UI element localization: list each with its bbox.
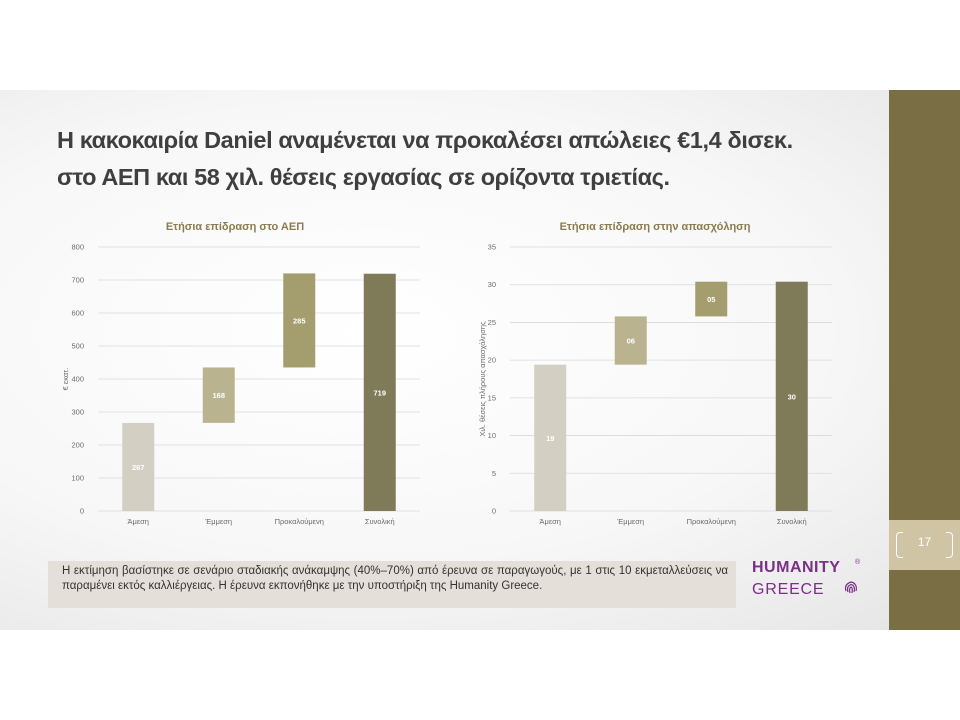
x-tick-label: Άμεση: [540, 517, 561, 526]
methodology-note: Η εκτίμηση βασίστηκε σε σενάριο σταδιακή…: [48, 561, 736, 608]
bar-data-label: 719: [373, 388, 386, 397]
page-number-box: 17: [889, 520, 960, 570]
x-tick-label: Συνολική: [365, 517, 395, 526]
bar-data-label: 05: [707, 295, 715, 304]
employment-chart-title: Ετήσια επίδραση στην απασχόληση: [559, 221, 751, 233]
slide-title-line1: Η κακοκαιρία Daniel αναμένεται να προκαλ…: [57, 127, 793, 153]
slide: Η κακοκαιρία Daniel αναμένεται να προκαλ…: [0, 90, 960, 630]
page-number: 17: [917, 535, 932, 549]
gdp-chart: 0 100 200 300 400 500 600 700 800 € εκατ. 267 Άμεση…: [61, 243, 420, 526]
bar-data-label: 30: [788, 392, 796, 401]
logo-text-greece: GREECE: [752, 581, 825, 598]
y-tick-label: 500: [71, 342, 84, 351]
y-tick-label: 0: [80, 507, 84, 516]
logo-text-humanity: HUMANITY: [752, 559, 841, 576]
y-tick-label: 800: [71, 243, 84, 252]
y-tick-label: 700: [71, 276, 84, 285]
bar-data-label: 267: [132, 463, 145, 472]
bar: [534, 364, 567, 511]
y-tick-label: 30: [488, 280, 496, 289]
x-tick-label: Προκαλούμενη: [275, 517, 324, 526]
bar: [122, 422, 155, 511]
bar: [775, 281, 808, 511]
humanity-greece-logo: HUMANITY ® GREECE: [749, 559, 861, 603]
y-tick-label: 15: [488, 393, 496, 402]
x-tick-label: Προκαλούμενη: [687, 517, 736, 526]
y-axis-label: Χιλ. θέσεις πλήρους απασχόλησης: [478, 321, 487, 437]
x-tick-label: Συνολική: [777, 517, 807, 526]
y-tick-label: 20: [488, 356, 496, 365]
bar: [363, 273, 396, 511]
bar-data-label: 19: [546, 434, 554, 443]
y-tick-label: 0: [492, 507, 496, 516]
x-tick-label: Έμμεση: [616, 517, 644, 526]
y-tick-label: 300: [71, 408, 84, 417]
y-tick-label: 200: [71, 441, 84, 450]
bar-data-label: 285: [293, 316, 306, 325]
gdp-chart-title: Ετήσια επίδραση στο ΑΕΠ: [165, 221, 305, 233]
y-tick-label: 100: [71, 474, 84, 483]
right-bracket-icon: [946, 532, 953, 558]
bar-data-label: 168: [212, 391, 225, 400]
y-tick-label: 400: [71, 375, 84, 384]
bar: [283, 273, 316, 368]
bar: [614, 316, 647, 365]
y-tick-label: 35: [488, 243, 496, 252]
slide-title: Η κακοκαιρία Daniel αναμένεται να προκαλ…: [57, 122, 857, 196]
logo-registered-mark: ®: [855, 559, 861, 566]
x-tick-label: Άμεση: [128, 517, 149, 526]
y-tick-label: 25: [488, 318, 496, 327]
left-bracket-icon: [896, 532, 903, 558]
bar: [202, 367, 235, 423]
y-tick-label: 600: [71, 309, 84, 318]
bar: [695, 281, 728, 317]
y-tick-label: 10: [488, 431, 496, 440]
x-tick-label: Έμμεση: [204, 517, 232, 526]
fingerprint-icon: [844, 581, 857, 594]
y-axis-label: € εκατ.: [61, 368, 70, 391]
bar-data-label: 06: [627, 337, 635, 346]
slide-title-line2: στο ΑΕΠ και 58 χιλ. θέσεις εργασίας σε ο…: [57, 164, 670, 190]
y-tick-label: 5: [492, 469, 496, 478]
